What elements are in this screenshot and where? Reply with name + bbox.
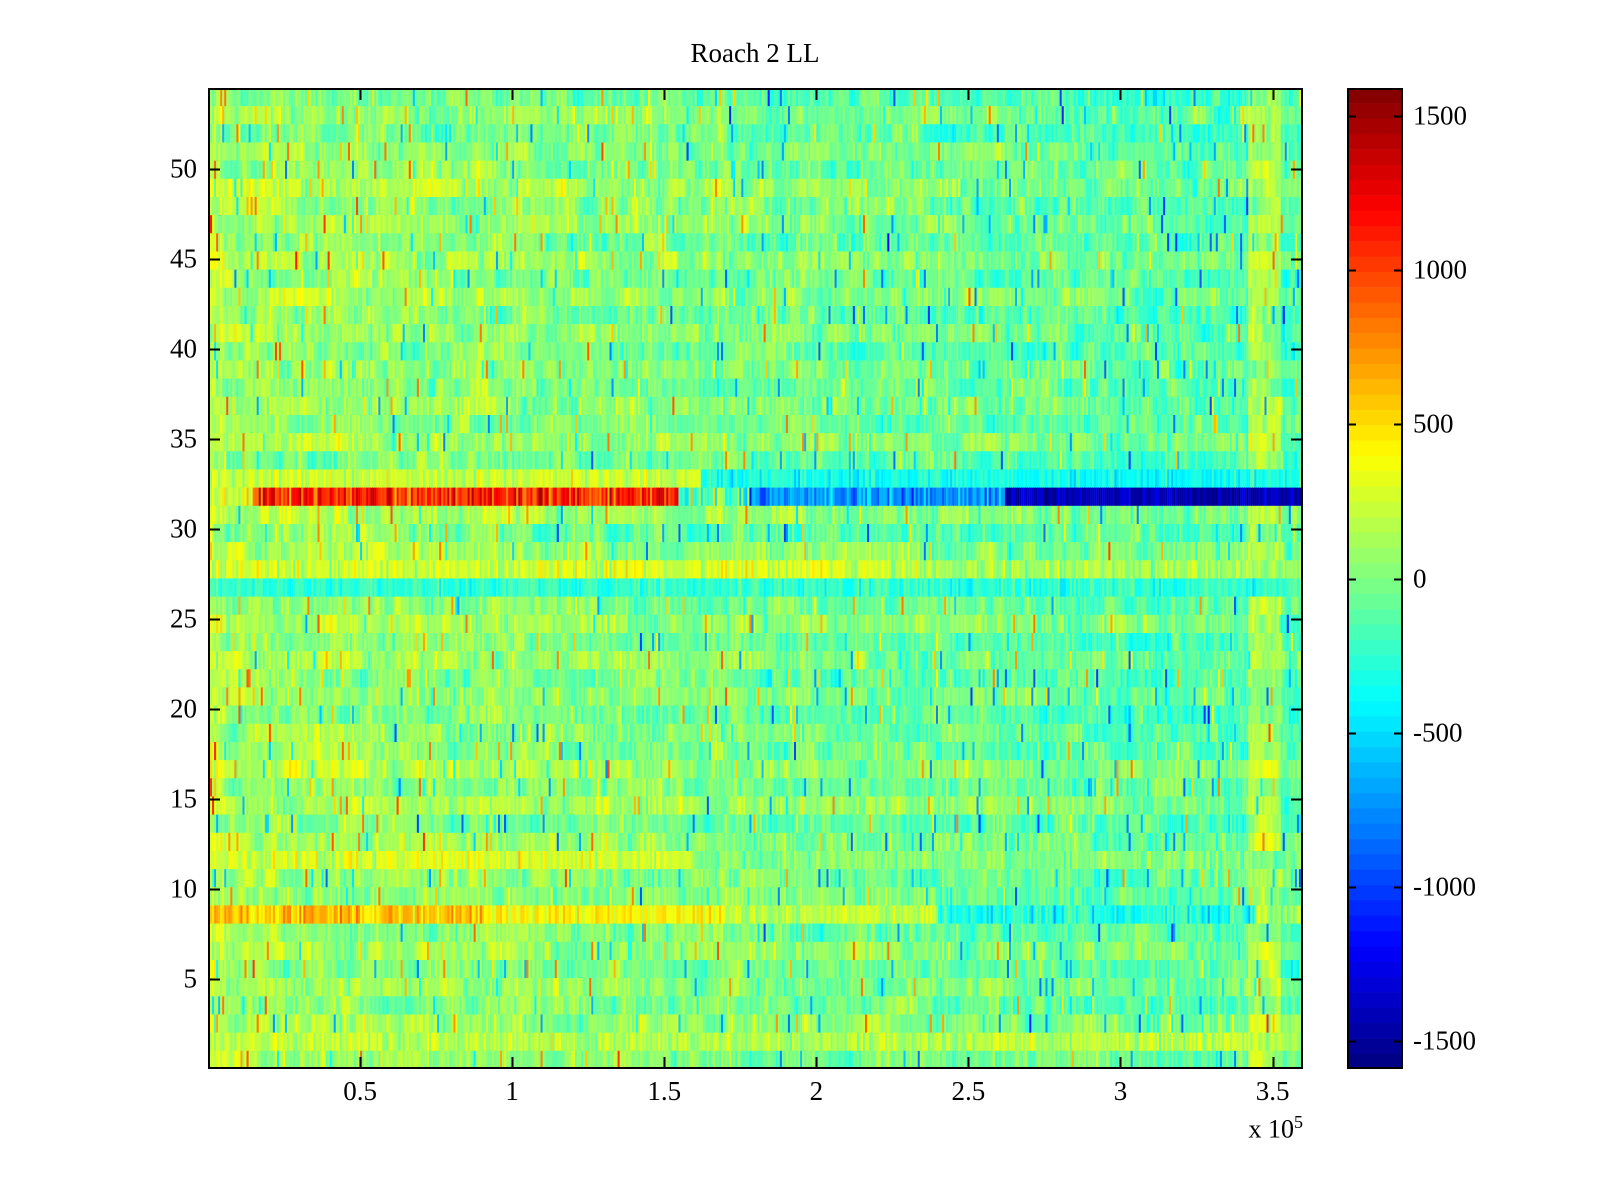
x-axis-exponent: x 105 <box>1249 1112 1304 1145</box>
colorbar-tick-label: 1500 <box>1413 100 1467 131</box>
x-tick-label: 1 <box>505 1076 519 1106</box>
exponent-prefix: x 10 <box>1248 1114 1295 1144</box>
x-tick-label: 2 <box>809 1076 824 1106</box>
colorbar-tick-label: -500 <box>1413 717 1463 748</box>
colorbar-tick-label: 500 <box>1413 408 1454 439</box>
x-tick-label: 3.5 <box>1255 1076 1290 1106</box>
y-tick-label: 30 <box>170 513 197 544</box>
y-tick-label: 10 <box>170 873 197 904</box>
heatmap-canvas <box>208 88 1303 1069</box>
y-tick-label: 45 <box>170 243 197 274</box>
y-tick-label: 35 <box>170 423 197 454</box>
colorbar-tick-label: 0 <box>1413 563 1427 593</box>
y-tick-label: 25 <box>170 603 197 634</box>
x-tick-label: 1.5 <box>647 1076 682 1106</box>
x-tick-label: 0.5 <box>343 1076 377 1106</box>
y-tick-label: 15 <box>170 783 197 814</box>
y-tick-label: 20 <box>170 693 197 724</box>
colorbar-tick-label: -1500 <box>1413 1025 1476 1056</box>
y-tick-label: 40 <box>170 333 197 364</box>
colorbar-canvas <box>1347 88 1403 1069</box>
y-tick-label: 5 <box>183 963 198 994</box>
chart-title: Roach 2 LL <box>690 38 820 68</box>
x-tick-label: 2.5 <box>951 1076 986 1106</box>
x-tick-label: 3 <box>1113 1076 1128 1106</box>
exponent-power: 5 <box>1294 1112 1303 1132</box>
y-tick-label: 50 <box>170 153 197 184</box>
colorbar-tick-label: 1000 <box>1413 254 1467 285</box>
colorbar-tick-label: -1000 <box>1413 871 1476 902</box>
